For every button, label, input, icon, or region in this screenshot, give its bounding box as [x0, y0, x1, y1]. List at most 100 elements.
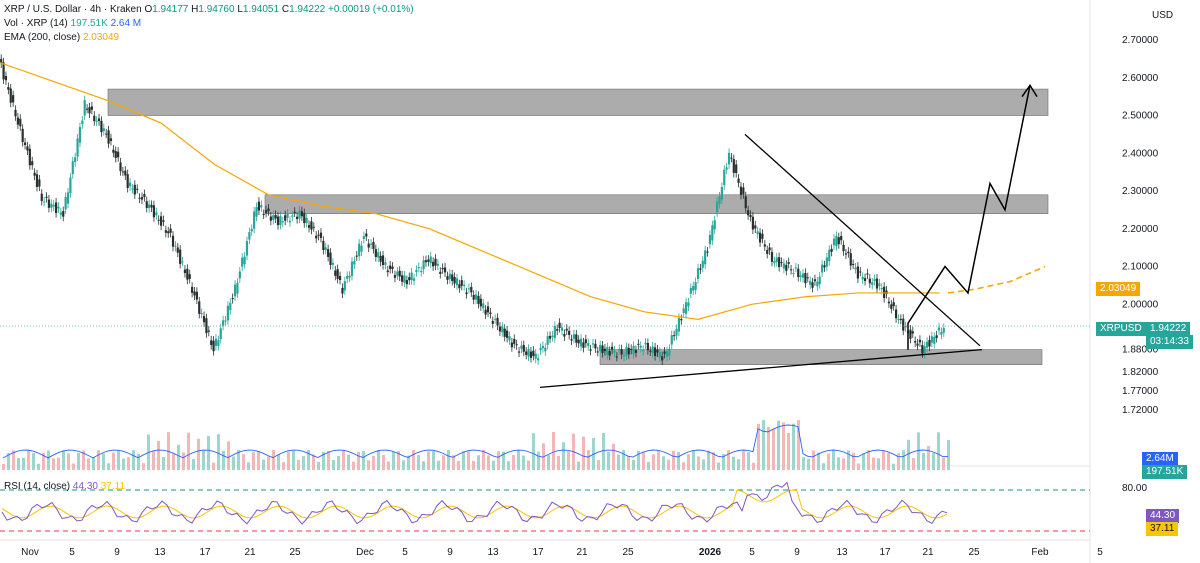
candle-body [427, 259, 430, 262]
candle-body [200, 313, 203, 315]
volume-bar [467, 451, 470, 470]
candle-body [923, 346, 926, 354]
candle-body [498, 326, 502, 332]
candle-body [756, 231, 759, 235]
volume-bar [272, 450, 275, 470]
candle-body [241, 257, 244, 267]
candle-body [658, 351, 661, 358]
volume-bar [642, 451, 645, 470]
volume-bar [157, 440, 160, 470]
candle-body [639, 345, 642, 348]
candle-body [568, 330, 571, 335]
candle-body [114, 151, 117, 158]
price-axis[interactable]: 2.70000 2.60000 2.50000 2.40000 2.30000 2.200… [1122, 35, 1159, 416]
candle-body [525, 351, 528, 355]
volume-bar [407, 455, 410, 470]
x-tick-label: 25 [622, 547, 634, 558]
volume-bar [932, 453, 935, 470]
y-tick-label: 1.72000 [1122, 405, 1159, 416]
volume-tag-1: 2.64M [1142, 452, 1178, 466]
volume-bar [122, 458, 125, 470]
candle-body [892, 302, 895, 307]
candle-body [830, 248, 833, 252]
ohlc-low: L1.94051 [237, 4, 280, 15]
candle-body [112, 149, 115, 153]
volume-bar [387, 461, 390, 470]
volume-bar [727, 450, 730, 470]
candle-body [577, 339, 580, 344]
candle-body [88, 107, 91, 114]
candle-body [854, 267, 857, 270]
candle-body [749, 214, 752, 217]
volume-bar [222, 450, 225, 470]
candle-body [661, 356, 664, 361]
candle-body [262, 213, 265, 215]
volume-bar [762, 420, 765, 470]
candle-body [875, 278, 879, 289]
candle-body [324, 247, 327, 250]
volume-bar [627, 456, 630, 470]
candle-body [307, 225, 311, 228]
volume-bar [497, 451, 500, 470]
candle-body [238, 271, 241, 279]
volume-bar [622, 450, 625, 470]
volume-bar [117, 450, 120, 470]
candle-body [517, 351, 521, 353]
candle-body [596, 351, 599, 353]
symbol-tag: XRPUSD [1096, 322, 1146, 336]
candle-body [16, 117, 19, 125]
volume-bar [412, 450, 415, 470]
candle-body [453, 277, 456, 284]
volume-bar [862, 453, 865, 470]
candle-body [174, 245, 177, 247]
volume-bar [852, 452, 855, 470]
candle-body [739, 186, 743, 195]
candle-body [770, 251, 774, 262]
volume-bar [867, 450, 870, 470]
time-axis[interactable]: Nov 5 9 13 17 21 25 Dec 5 9 13 17 21 25 2026 5 9 13 17 21 25… [21, 547, 1103, 558]
candle-body [844, 253, 848, 255]
candle-body [229, 302, 232, 311]
x-tick-label: 25 [968, 547, 980, 558]
volume-bar [552, 432, 555, 470]
candle-body [236, 282, 239, 294]
volume-bar [307, 450, 310, 470]
candle-body [121, 171, 124, 173]
candle-body [811, 282, 814, 288]
candle-body [33, 172, 36, 176]
volume-bar [922, 452, 925, 470]
candle-body [816, 281, 819, 287]
volume-bar [352, 461, 355, 470]
candle-body [508, 336, 511, 341]
candle-body [47, 199, 51, 208]
volume-bar [207, 435, 210, 470]
candle-body [544, 347, 547, 352]
volume-bar [607, 451, 610, 470]
y-tick-label: 2.10000 [1122, 262, 1159, 273]
candle-body [642, 349, 645, 352]
candle-body [102, 128, 105, 132]
candle-body [52, 204, 55, 207]
candle-body [928, 340, 931, 347]
candle-body [439, 271, 442, 274]
candle-body [871, 282, 874, 285]
candle-body [78, 127, 82, 143]
volume-bar [792, 423, 795, 470]
volume-bar [232, 456, 235, 470]
candle-body [911, 331, 914, 334]
candle-body [136, 188, 139, 190]
candle-body [155, 212, 158, 216]
volume-bar [692, 450, 695, 470]
volume-bar [637, 450, 640, 470]
candle-body [804, 272, 807, 284]
candle-body [668, 348, 671, 356]
volume-bar [267, 456, 270, 470]
candle-body [255, 207, 258, 217]
volume-bar [632, 459, 635, 470]
candle-body [281, 221, 284, 223]
volume-bar [107, 463, 110, 470]
candle-body [606, 347, 609, 355]
volume-bar [322, 451, 325, 470]
volume-bar [817, 452, 820, 470]
